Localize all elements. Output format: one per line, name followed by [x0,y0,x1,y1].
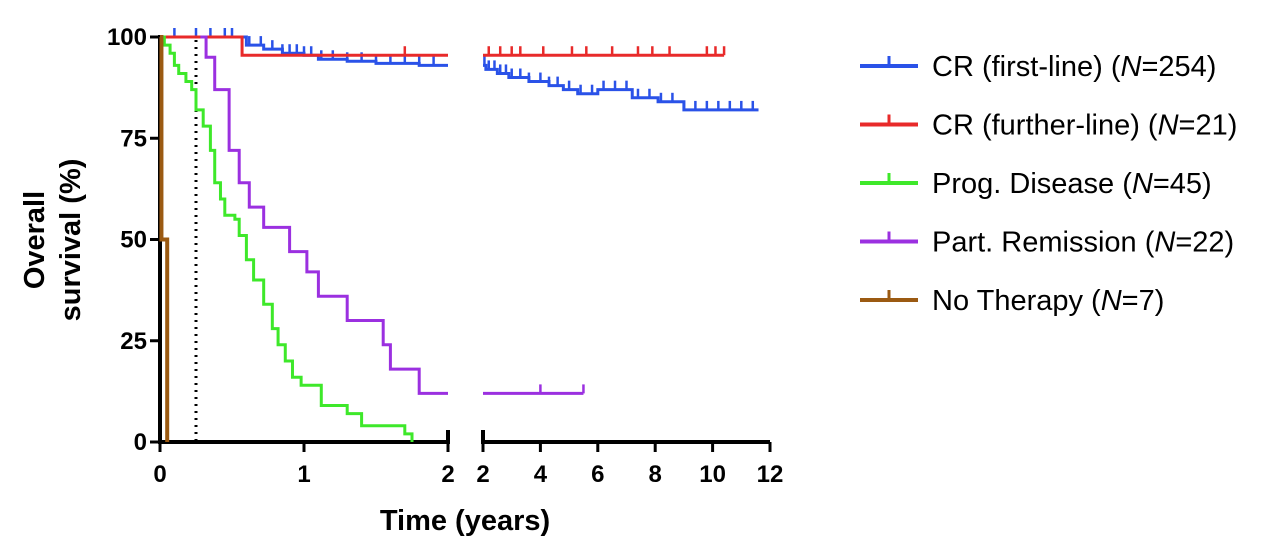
x-axis-title: Time (years) [380,505,550,537]
legend-item-0: CR (first-line) (N=254) [860,51,1216,83]
y-tick-label: 0 [134,429,147,456]
x-tick-label: 1 [297,461,310,488]
x-tick-label: 0 [153,461,166,488]
legend-n-value: =22) [1175,227,1234,259]
x-tick-label: 8 [649,461,662,488]
y-tick-label: 25 [120,328,147,355]
y-axis-title-line-1: Overall [19,191,51,289]
legend-n: N [1154,227,1175,259]
x-tick-label: 2 [441,461,454,488]
legend-label: No Therapy (N=7) [932,285,1164,317]
series-line-segment-1 [160,35,448,67]
legend-name: Prog. Disease ( [932,168,1132,200]
y-axis-title-group: Overall survival (%) [19,159,87,322]
x-tick-label: 10 [699,461,726,488]
series-4 [159,35,170,442]
legend-name: CR (further-line) ( [932,110,1158,142]
x-tick-label: 6 [591,461,604,488]
legend-name: Part. Remission ( [932,227,1155,259]
series-line-segment-1 [160,35,414,442]
legend-item-1: CR (further-line) (N=21) [860,110,1237,142]
legend-n: N [1121,51,1142,83]
legend-n-value: =7) [1122,285,1165,317]
legend-n-value: =45) [1153,168,1212,200]
legend: CR (first-line) (N=254)CR (further-line)… [860,51,1237,317]
x-tick-label: 4 [534,461,548,488]
series-2 [160,35,414,442]
legend-name: CR (first-line) ( [932,51,1121,83]
legend-label: CR (first-line) (N=254) [932,51,1216,83]
y-tick-label: 100 [107,24,147,51]
legend-label: Prog. Disease (N=45) [932,168,1212,200]
x-tick-label: 2 [476,461,489,488]
series-0 [160,28,759,112]
series-line-segment-2 [483,63,759,112]
y-axis-title-line-2: survival (%) [55,159,87,322]
legend-name: No Therapy ( [932,285,1101,317]
curves [159,28,759,442]
y-tick-label: 75 [120,125,147,152]
legend-n: N [1132,168,1153,200]
series-line-segment-1 [159,35,170,442]
x-tick-label: 12 [757,461,784,488]
legend-item-3: Part. Remission (N=22) [860,227,1234,259]
legend-n: N [1101,285,1122,317]
legend-n-value: =254) [1141,51,1216,83]
legend-label: Part. Remission (N=22) [932,227,1234,259]
legend-item-2: Prog. Disease (N=45) [860,168,1212,200]
y-tick-label: 50 [120,227,147,254]
legend-n-value: =21) [1179,110,1238,142]
series-line-segment-1 [200,35,448,395]
series-3 [200,35,585,395]
legend-n: N [1158,110,1179,142]
legend-label: CR (further-line) (N=21) [932,110,1237,142]
legend-item-4: No Therapy (N=7) [860,285,1164,317]
